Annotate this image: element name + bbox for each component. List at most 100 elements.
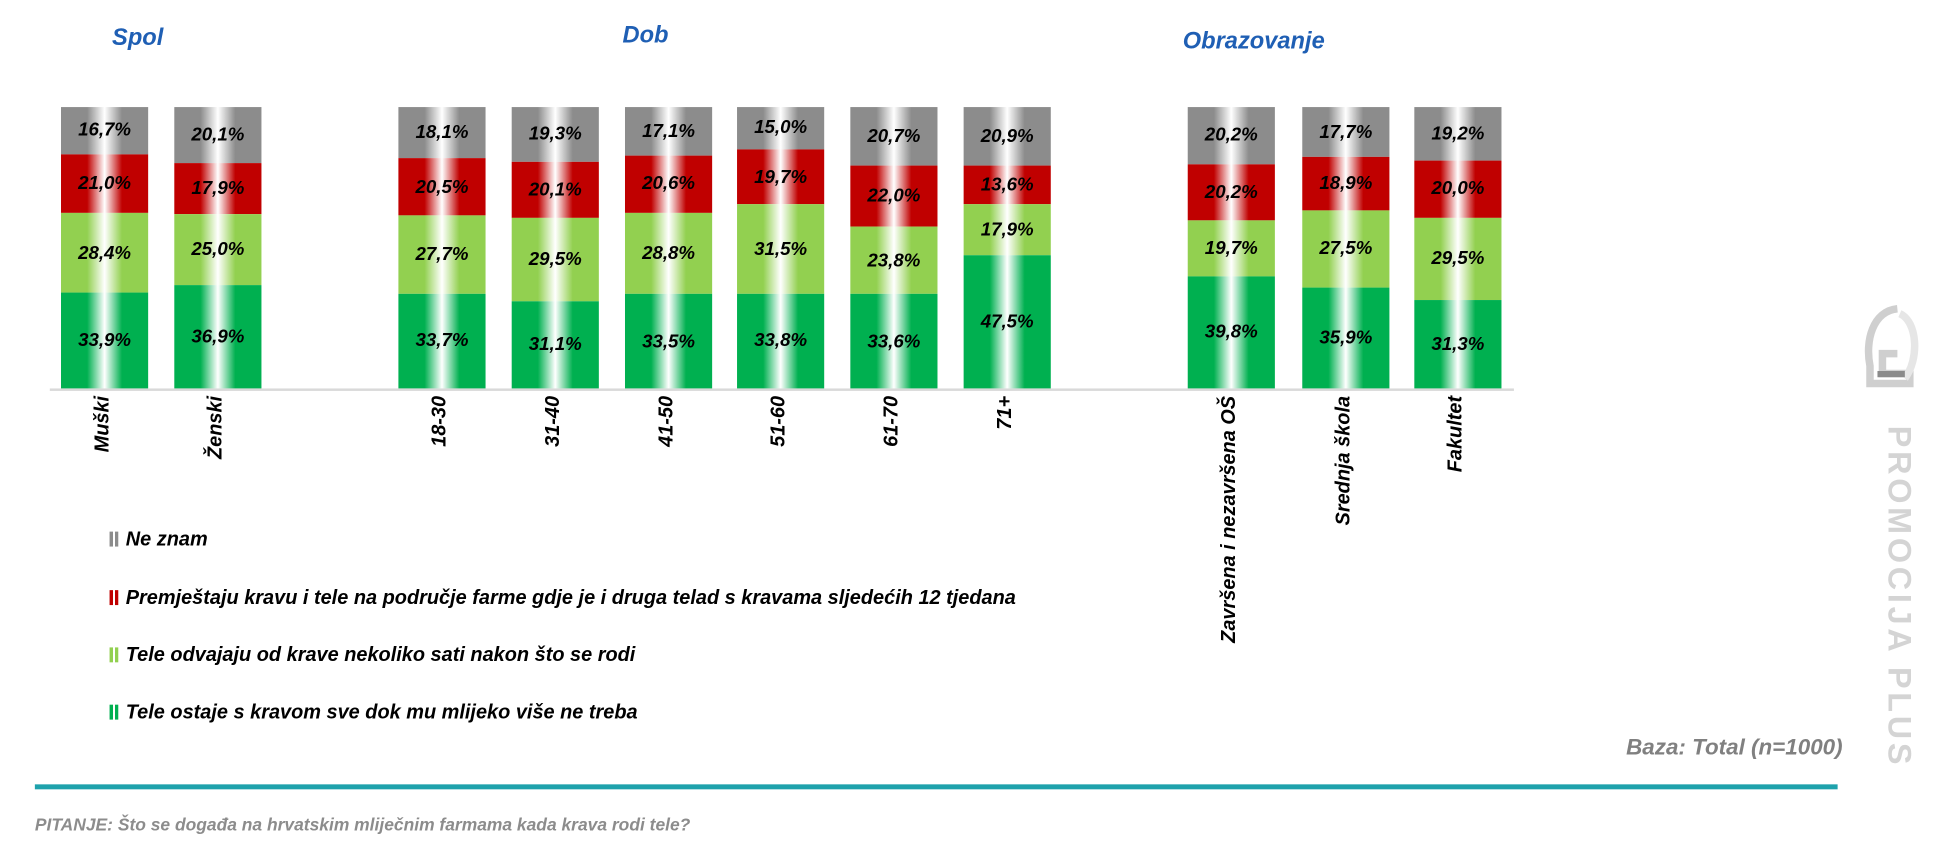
stacked-bar: 15,0% 19,7% 31,5% 33,8% — [737, 107, 825, 389]
bar-segment: 18,1% — [398, 107, 486, 158]
bar-segment: 20,1% — [174, 107, 262, 164]
bar-segment: 33,7% — [398, 293, 486, 389]
legend-label: Tele ostaje s kravom sve dok mu mlijeko … — [125, 702, 638, 724]
legend-label: Premještaju kravu i tele na područje far… — [125, 587, 1016, 609]
bar-segment: 33,6% — [850, 293, 938, 389]
stacked-bar: 16,7% 21,0% 28,4% 33,9% — [61, 107, 149, 389]
data-label: 23,8% — [867, 249, 921, 272]
data-label: 29,5% — [1431, 248, 1485, 270]
data-label: 36,9% — [191, 325, 245, 348]
stacked-bar: 19,2% 20,0% 29,5% 31,3% — [1414, 107, 1502, 389]
data-label: 27,5% — [1319, 238, 1373, 260]
data-label: 31,1% — [528, 334, 582, 356]
data-label: 27,7% — [415, 244, 469, 266]
data-label: 25,0% — [191, 238, 245, 260]
data-label: 19,3% — [528, 123, 582, 145]
data-label: 17,1% — [642, 120, 696, 142]
bar-segment: 19,3% — [511, 107, 599, 162]
bar-segment: 20,9% — [963, 107, 1051, 166]
data-label: 18,1% — [415, 121, 469, 144]
data-label: 15,0% — [754, 117, 808, 139]
bar-segment: 20,6% — [624, 155, 713, 214]
bar-segment: 33,8% — [737, 293, 825, 389]
data-label: 13,6% — [980, 174, 1034, 196]
data-label: 17,9% — [191, 178, 245, 200]
promocija-plus-logo-icon — [1864, 305, 1919, 388]
legend-swatch-icon — [109, 531, 119, 547]
category-label: 18-30 — [429, 395, 451, 447]
bar-segment: 17,9% — [963, 204, 1051, 255]
data-label: 33,8% — [754, 330, 808, 352]
data-label: 20,7% — [867, 125, 921, 147]
data-label: 22,0% — [867, 185, 921, 207]
data-label: 28,8% — [642, 243, 696, 265]
bar-segment: 20,7% — [850, 107, 938, 166]
data-label: 31,5% — [754, 238, 808, 260]
bar-segment: 39,8% — [1187, 276, 1275, 389]
data-label: 33,5% — [642, 330, 696, 352]
bar-segment: 35,9% — [1302, 287, 1390, 389]
data-label: 33,6% — [867, 330, 921, 352]
bar-segment: 22,0% — [850, 165, 938, 228]
stacked-bar: 20,9% 13,6% 17,9% 47,5% — [963, 107, 1051, 389]
group-title-obrazovanje: Obrazovanje — [1182, 28, 1325, 55]
base-note: Baza: Total (n=1000) — [1626, 734, 1843, 760]
stacked-bar: 20,7% 22,0% 23,8% 33,6% — [850, 107, 938, 389]
bar-segment: 13,6% — [963, 165, 1051, 205]
data-label: 20,2% — [1204, 181, 1258, 203]
group-title-dob: Dob — [622, 22, 669, 49]
data-label: 35,9% — [1319, 327, 1373, 349]
category-label: Srednja škola — [1333, 395, 1355, 526]
legend-item: Tele ostaje s kravom sve dok mu mlijeko … — [109, 700, 1168, 727]
category-label: Ženski — [205, 395, 227, 460]
question-text: PITANJE: Što se događa na hrvatskim mlij… — [34, 814, 691, 835]
data-label: 20,1% — [191, 124, 245, 146]
bar-segment: 20,0% — [1414, 161, 1502, 218]
bar-segment: 27,7% — [398, 215, 486, 294]
data-label: 20,6% — [642, 173, 696, 195]
bar-segment: 47,5% — [963, 254, 1051, 389]
data-label: 20,2% — [1204, 124, 1258, 147]
stacked-bar: 19,3% 20,1% 29,5% 31,1% — [511, 107, 599, 389]
stacked-bar: 20,2% 20,2% 19,7% 39,8% — [1187, 107, 1275, 389]
data-label: 29,5% — [528, 248, 582, 270]
bar-segment: 33,5% — [624, 294, 713, 389]
category-label: 71+ — [994, 395, 1016, 430]
data-label: 19,2% — [1431, 123, 1485, 145]
bar-segment: 19,7% — [737, 149, 825, 205]
data-label: 17,9% — [980, 218, 1034, 241]
bar-segment: 29,5% — [511, 217, 599, 301]
bar-segment: 21,0% — [61, 154, 149, 214]
legend-swatch-icon — [109, 590, 119, 606]
x-axis-line — [49, 388, 1514, 391]
legend-swatch-icon — [109, 647, 119, 663]
category-label: 31-40 — [542, 395, 564, 447]
legend-item: Tele odvajaju od krave nekoliko sati nak… — [109, 642, 1168, 669]
data-label: 19,7% — [1204, 237, 1258, 260]
divider-line — [34, 784, 1838, 790]
legend-label: Ne znam — [125, 529, 208, 551]
bar-segment: 33,9% — [61, 293, 149, 389]
bar-segment: 31,1% — [511, 300, 599, 389]
legend-swatch-icon — [109, 704, 119, 720]
bar-segment: 20,2% — [1187, 163, 1275, 221]
category-label: 61-70 — [881, 395, 903, 447]
stacked-bar: 18,1% 20,5% 27,7% 33,7% — [398, 107, 486, 389]
data-label: 47,5% — [980, 310, 1034, 333]
bar-segment: 23,8% — [850, 227, 938, 294]
bar-segment: 20,1% — [511, 161, 599, 218]
bar-segment: 17,7% — [1302, 107, 1390, 157]
bar-segment: 36,9% — [174, 284, 262, 389]
bar-segment: 16,7% — [61, 107, 149, 155]
bar-segment: 27,5% — [1302, 210, 1390, 288]
data-label: 18,9% — [1319, 172, 1373, 195]
category-label: Fakultet — [1445, 395, 1467, 473]
data-label: 20,5% — [415, 176, 469, 198]
legend-label: Tele odvajaju od krave nekoliko sati nak… — [125, 644, 636, 667]
bar-segment: 18,9% — [1302, 156, 1390, 211]
bar-segment: 17,9% — [174, 163, 262, 215]
data-label: 21,0% — [78, 172, 132, 195]
bar-segment: 19,2% — [1414, 107, 1502, 162]
bar-segment: 20,5% — [398, 157, 486, 216]
